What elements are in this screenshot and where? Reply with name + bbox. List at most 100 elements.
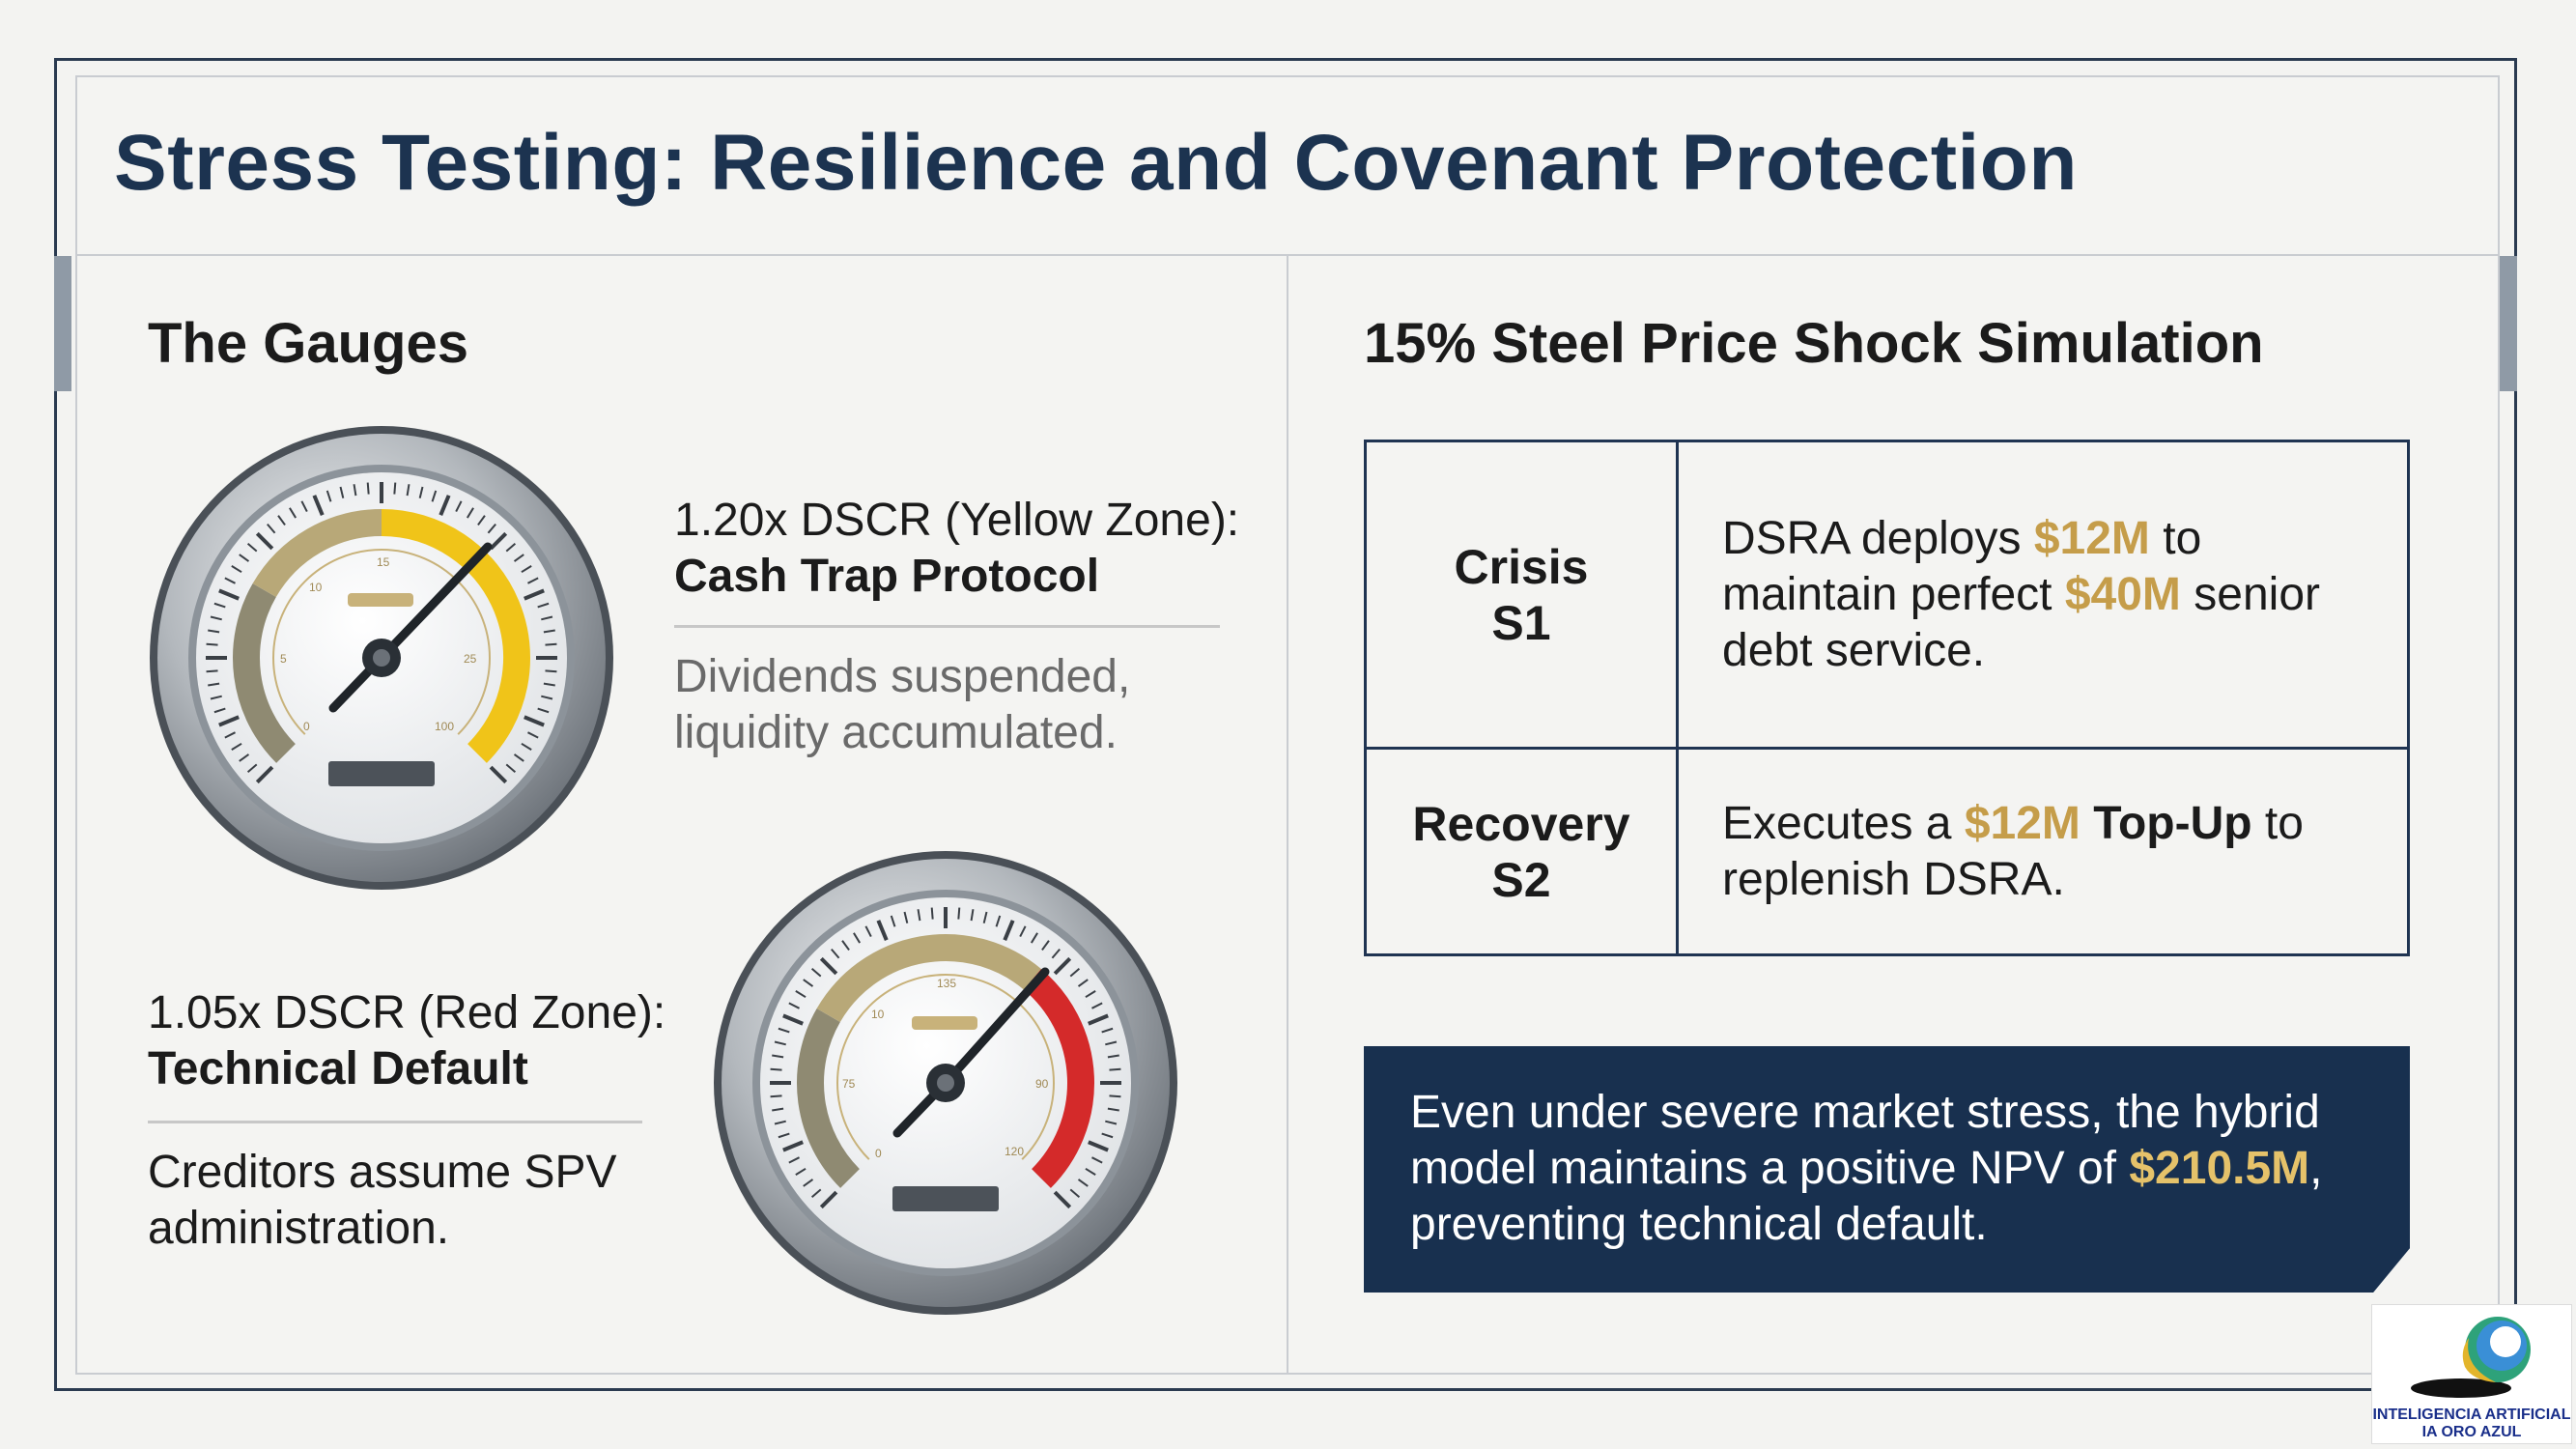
gauge2-detail-1: Creditors assume SPV bbox=[148, 1147, 617, 1198]
desc-line: Executes a $12M Top-Up to bbox=[1722, 796, 2407, 852]
gauge-tick bbox=[778, 1132, 790, 1139]
gauge-tick bbox=[772, 1107, 784, 1112]
gauge-tick bbox=[489, 765, 508, 784]
gauge-tick bbox=[545, 642, 557, 646]
desc-line: replenish DSRA. bbox=[1722, 853, 2065, 905]
desc-line: maintain perfect $40M senior bbox=[1722, 567, 2407, 623]
logo-text-line2: IA ORO AZUL bbox=[2421, 1424, 2522, 1440]
gauge-tick bbox=[218, 588, 240, 601]
gauge-tick bbox=[774, 1120, 786, 1125]
desc-cell-recovery: Executes a $12M Top-Up to replenish DSRA… bbox=[1676, 747, 2410, 956]
gauge-tick bbox=[527, 577, 539, 584]
amount-highlight: $40M bbox=[2064, 568, 2181, 620]
gauge-tick bbox=[527, 731, 539, 739]
gauge-ticks bbox=[206, 482, 557, 784]
topup-term: Top-Up bbox=[2080, 797, 2252, 849]
desc-text: to bbox=[2149, 512, 2202, 564]
npv-amount: $210.5M bbox=[2129, 1143, 2310, 1194]
gauge-tick bbox=[255, 765, 274, 784]
gauge-label-plate bbox=[348, 593, 413, 607]
outer-frame bbox=[54, 58, 2517, 1391]
desc-line: DSRA deploys $12M to bbox=[1722, 511, 2407, 567]
gauge-tick bbox=[513, 554, 524, 562]
gauge-tick bbox=[312, 495, 325, 516]
gauge-tick bbox=[1051, 948, 1061, 959]
gauge-tick bbox=[521, 565, 532, 574]
callout-line: preventing technical default. bbox=[1410, 1199, 1988, 1250]
gauge-tick bbox=[353, 484, 357, 497]
gauge-tick bbox=[213, 602, 226, 609]
gauge-tick bbox=[788, 1002, 800, 1009]
gauge-tick bbox=[543, 629, 555, 634]
gauge-scale-labels: 15 10 5 0 25 100 bbox=[280, 555, 477, 733]
dial-label: 100 bbox=[435, 720, 454, 733]
gauge-tick bbox=[224, 731, 236, 739]
dial-label: 25 bbox=[464, 652, 477, 666]
gauge-tick bbox=[246, 763, 258, 773]
gauge-tick bbox=[1019, 925, 1027, 937]
gauge-needle bbox=[941, 967, 1050, 1088]
gauge-tick bbox=[1091, 1156, 1103, 1164]
gauge-tick bbox=[418, 486, 424, 498]
gauge-zone-arc bbox=[252, 509, 382, 598]
gauge-tick bbox=[1085, 990, 1096, 999]
gauge-tick bbox=[246, 543, 258, 553]
gauge-needle bbox=[377, 542, 493, 663]
gauge-tick bbox=[772, 1054, 784, 1059]
gauge-tick bbox=[803, 1179, 814, 1187]
gauge-tick bbox=[339, 486, 345, 498]
gauge-tick bbox=[300, 500, 308, 512]
gauge-tick bbox=[903, 911, 909, 923]
gauge-tick bbox=[1041, 940, 1050, 952]
desc-text: maintain perfect bbox=[1722, 568, 2065, 620]
gauge-tick bbox=[995, 915, 1002, 927]
gauge-tick bbox=[366, 482, 370, 495]
gauge-tick bbox=[788, 1156, 800, 1164]
gauge-tick bbox=[206, 642, 218, 646]
gauge-tick bbox=[795, 1167, 807, 1176]
gauge-tick bbox=[831, 948, 840, 959]
amount-highlight: $12M bbox=[2033, 512, 2150, 564]
gauge-tick bbox=[218, 715, 240, 727]
gauge-zone-arc bbox=[797, 1009, 861, 1188]
dial-label: 135 bbox=[937, 977, 956, 990]
gauge-readout-window bbox=[328, 761, 435, 786]
dial-label: 120 bbox=[1005, 1145, 1024, 1158]
gauges-heading: The Gauges bbox=[148, 312, 468, 375]
gauge-tick bbox=[208, 682, 220, 687]
gauge-tick bbox=[1053, 1190, 1072, 1209]
gauge2-label: 1.05x DSCR (Red Zone): bbox=[148, 987, 666, 1038]
gauge-tick bbox=[876, 920, 889, 941]
gauge-tick bbox=[521, 742, 532, 751]
table-row: Recovery S2 Executes a $12M Top-Up to re… bbox=[1364, 747, 2410, 956]
gauge1-status: Cash Trap Protocol bbox=[674, 549, 1099, 605]
gauge-tick bbox=[455, 500, 463, 512]
dial-label: 0 bbox=[875, 1147, 882, 1160]
gauge-tick bbox=[819, 956, 838, 976]
desc-line: debt service. bbox=[1722, 624, 1986, 676]
dial-label: 0 bbox=[303, 720, 310, 733]
gauge-tick bbox=[1003, 920, 1015, 941]
logo-text-line1: INTELIGENCIA ARTIFICIAL bbox=[2372, 1406, 2571, 1423]
callout-line: model maintains a positive NPV of $210.5… bbox=[1410, 1141, 2371, 1197]
gauge1-detail-1: Dividends suspended, bbox=[674, 651, 1131, 702]
gauge-tick bbox=[231, 565, 242, 574]
desc-text: to bbox=[2251, 797, 2304, 849]
gauge-ticks bbox=[770, 907, 1121, 1209]
brand-logo: INTELIGENCIA ARTIFICIAL IA ORO AZUL bbox=[2371, 1304, 2572, 1444]
callout-text: , bbox=[2309, 1143, 2323, 1194]
gauge-tick bbox=[864, 925, 872, 937]
gauge-tick bbox=[477, 515, 486, 526]
gauge-tick bbox=[239, 554, 250, 562]
gauge-tick bbox=[393, 482, 397, 495]
title-bar bbox=[77, 77, 2498, 256]
gauge-tick bbox=[1069, 968, 1081, 978]
gauge-tick bbox=[541, 695, 553, 700]
gauge-tick bbox=[782, 1013, 804, 1026]
gauge2-divider bbox=[148, 1121, 642, 1123]
gauge-tick bbox=[810, 968, 822, 978]
dial-label: 10 bbox=[871, 1008, 885, 1021]
stage-cell-crisis: Crisis S1 bbox=[1364, 439, 1679, 751]
gauge-tick bbox=[524, 715, 545, 727]
gauge-tick bbox=[326, 490, 332, 502]
